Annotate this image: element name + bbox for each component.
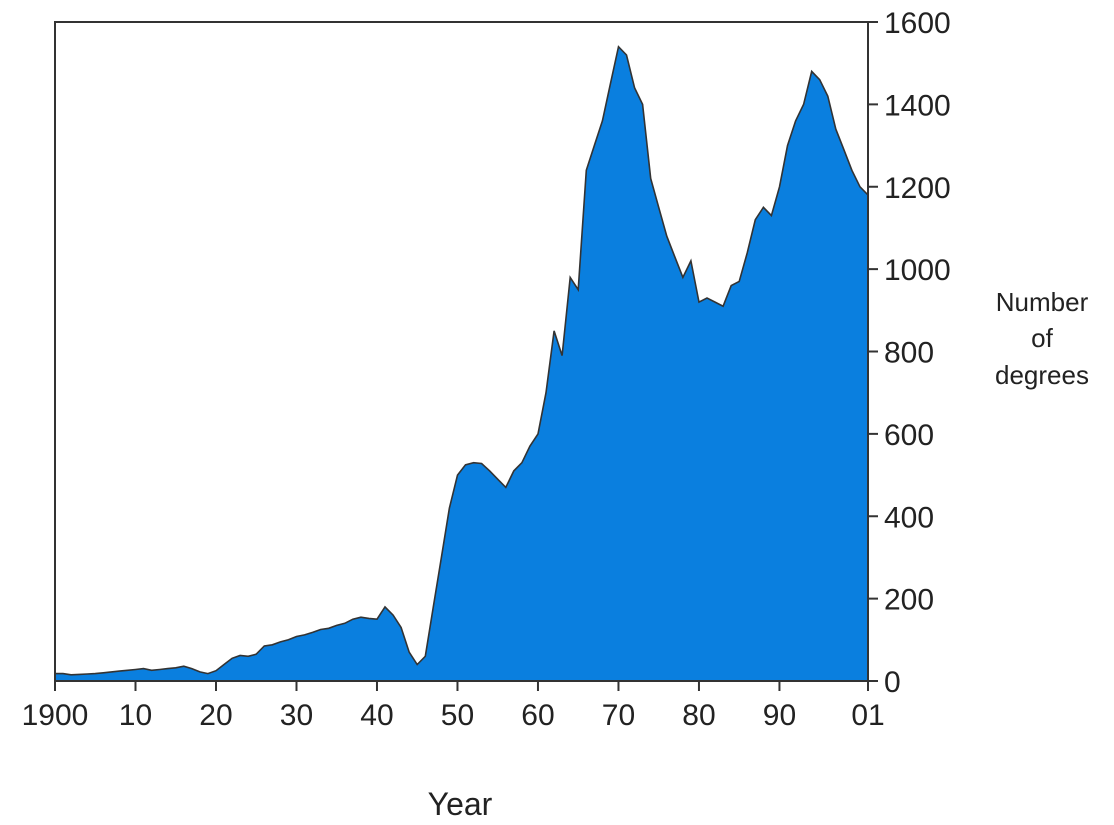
x-tick-label-10: 10: [119, 699, 152, 732]
x-tick-label-50: 50: [441, 699, 474, 732]
x-tick-label-60: 60: [521, 699, 554, 732]
y-tick-label-1400: 1400: [884, 89, 951, 122]
x-tick-label-1900: 1900: [22, 699, 89, 732]
x-tick-label-20: 20: [199, 699, 232, 732]
x-axis: 1900 10 20 30 40 50 60 70 80 90 01: [22, 681, 885, 732]
y-tick-label-1200: 1200: [884, 172, 951, 205]
y-tick-label-0: 0: [884, 666, 901, 699]
x-axis-title: Year: [428, 786, 493, 822]
y-tick-label-1000: 1000: [884, 254, 951, 287]
x-tick-label-90: 90: [763, 699, 796, 732]
series-line-0: [55, 45, 869, 676]
y-tick-label-1600: 1600: [884, 7, 951, 40]
y-axis-title-line-1: Number: [996, 287, 1089, 317]
x-tick-label-40: 40: [360, 699, 393, 732]
series-area-0: [55, 46, 868, 681]
y-axis-title-line-3: degrees: [995, 360, 1089, 390]
y-tick-label-200: 200: [884, 584, 934, 617]
y-axis: 0 200 400 600 800 1000 1200 1400 1600: [868, 7, 951, 699]
y-tick-label-600: 600: [884, 419, 934, 452]
y-tick-label-400: 400: [884, 501, 934, 534]
x-tick-label-30: 30: [280, 699, 313, 732]
data-area-layer: [55, 45, 869, 681]
x-tick-label-70: 70: [602, 699, 635, 732]
y-axis-title-line-2: of: [1031, 323, 1053, 353]
x-tick-label-80: 80: [682, 699, 715, 732]
y-tick-label-800: 800: [884, 337, 934, 370]
x-tick-label-01: 01: [851, 699, 884, 732]
